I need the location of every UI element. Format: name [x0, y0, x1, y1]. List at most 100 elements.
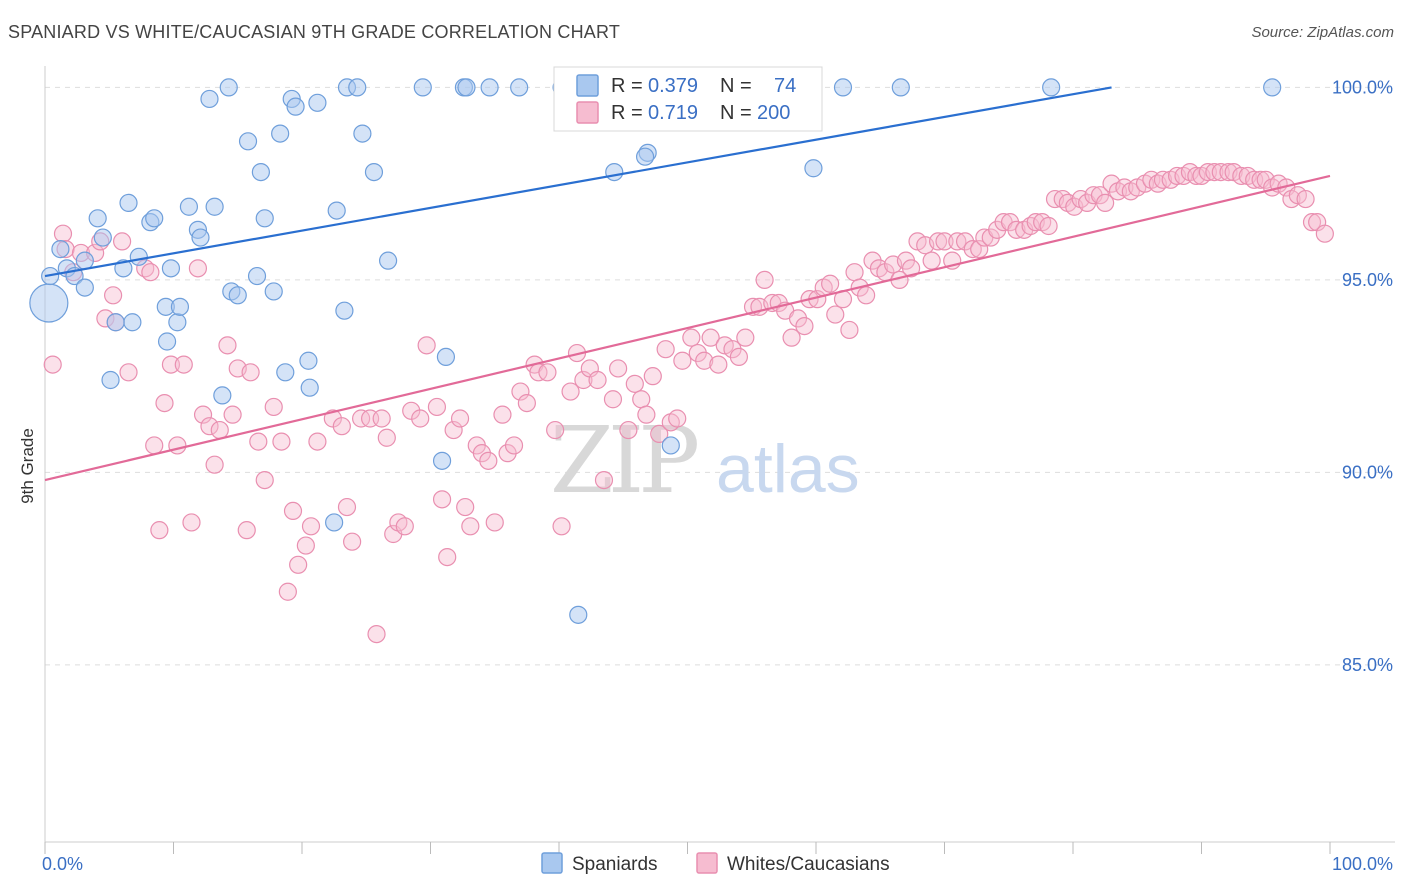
- whites-point: [668, 409, 687, 428]
- whites-point: [272, 432, 291, 451]
- spaniards-point: [88, 209, 107, 228]
- spaniards-point: [228, 286, 247, 305]
- whites-point: [517, 394, 536, 413]
- legend-r-value-1: 0.379: [648, 75, 698, 97]
- whites-point: [1153, 170, 1173, 189]
- whites-point: [444, 420, 463, 440]
- y-axis-title: 9th Grade: [18, 428, 37, 504]
- spaniards-point: [569, 605, 588, 624]
- whites-point: [119, 363, 138, 382]
- whites-point: [1187, 166, 1206, 186]
- whites-point: [552, 517, 571, 536]
- spaniards-point: [605, 163, 624, 182]
- whites-point: [594, 471, 614, 490]
- watermark-zip: ZIP: [550, 407, 697, 514]
- legend-n-value-2: 200: [757, 102, 790, 124]
- axes: [44, 66, 1395, 854]
- spaniards-point: [106, 313, 125, 332]
- legend-swatch-whites: [576, 101, 599, 124]
- whites-point: [456, 497, 475, 517]
- spaniards-point: [205, 197, 224, 216]
- spaniards-point: [276, 363, 295, 382]
- series-spaniards-points: [29, 78, 1282, 624]
- whites-point: [53, 224, 73, 243]
- legend-n-value-1: 74: [774, 75, 796, 97]
- whites-point: [343, 532, 362, 551]
- whites-point: [1007, 220, 1026, 239]
- whites-point: [845, 263, 864, 282]
- whites-point: [948, 232, 967, 251]
- spaniards-point: [300, 378, 319, 397]
- whites-point: [296, 536, 315, 555]
- whites-point: [588, 370, 607, 390]
- whites-point: [840, 320, 859, 340]
- spaniards-point: [191, 228, 210, 247]
- spaniards-point: [93, 228, 112, 247]
- bottom-legend-swatch-whites: [696, 852, 718, 874]
- legend-swatch-spaniards: [576, 74, 599, 97]
- chart-title: SPANIARD VS WHITE/CAUCASIAN 9TH GRADE CO…: [8, 22, 621, 42]
- whites-point: [395, 517, 414, 536]
- whites-point: [650, 424, 669, 443]
- whites-point: [367, 624, 386, 644]
- spaniards-point: [145, 209, 164, 228]
- spaniards-point: [29, 283, 69, 323]
- series-whites-points: [43, 163, 1334, 644]
- spaniards-point: [325, 513, 344, 532]
- whites-point: [970, 240, 989, 259]
- trend-lines: [44, 86, 1331, 482]
- whites-point: [643, 367, 662, 386]
- whites-point: [218, 336, 237, 355]
- whites-point: [821, 274, 840, 293]
- whites-point: [241, 363, 260, 382]
- spaniards-point: [661, 436, 680, 455]
- whites-point: [625, 374, 644, 393]
- spaniards-point: [170, 297, 190, 316]
- gridlines: [45, 86, 1395, 666]
- spaniards-point: [129, 247, 148, 266]
- whites-point: [427, 397, 447, 417]
- whites-point: [511, 382, 530, 401]
- whites-point: [485, 513, 504, 532]
- tick-labels: 85.0% 90.0% 95.0% 100.0% 0.0% 100.0%: [42, 77, 1393, 874]
- spaniards-point: [51, 240, 70, 259]
- whites-point: [782, 328, 801, 347]
- whites-point: [200, 417, 219, 436]
- whites-point: [174, 355, 193, 374]
- whites-point: [1198, 163, 1218, 182]
- spaniards-point: [353, 124, 372, 143]
- whites-point: [249, 432, 268, 451]
- whites-point: [237, 521, 256, 540]
- whites-point: [182, 513, 201, 532]
- spaniards-point: [891, 78, 910, 97]
- whites-point: [332, 417, 351, 436]
- whites-point: [701, 328, 720, 347]
- whites-point: [264, 397, 283, 417]
- whites-point: [955, 232, 975, 251]
- spaniards-point: [157, 332, 177, 351]
- whites-point: [857, 286, 876, 305]
- y-tick-label: 85.0%: [1342, 655, 1393, 675]
- spaniards-point: [168, 313, 187, 332]
- legend-n-label-1: N =: [720, 75, 752, 97]
- whites-point: [538, 363, 557, 382]
- legend-n-label-2: N =: [720, 102, 752, 124]
- spaniards-point: [286, 97, 305, 116]
- whites-point: [1296, 189, 1315, 209]
- whites-point: [1205, 163, 1224, 182]
- spaniards-point: [213, 386, 232, 405]
- spaniards-point: [114, 259, 133, 278]
- whites-point: [145, 436, 164, 455]
- whites-point: [736, 328, 755, 347]
- whites-point: [901, 259, 921, 278]
- whites-point: [255, 471, 274, 490]
- spaniards-point: [335, 301, 354, 320]
- whites-point: [656, 340, 675, 359]
- spaniards-point: [161, 259, 181, 278]
- spaniards-point: [457, 78, 476, 97]
- watermark-atlas: atlas: [716, 431, 860, 507]
- whites-point: [205, 455, 224, 474]
- whites-point: [283, 501, 303, 520]
- spaniards-point: [1263, 78, 1282, 97]
